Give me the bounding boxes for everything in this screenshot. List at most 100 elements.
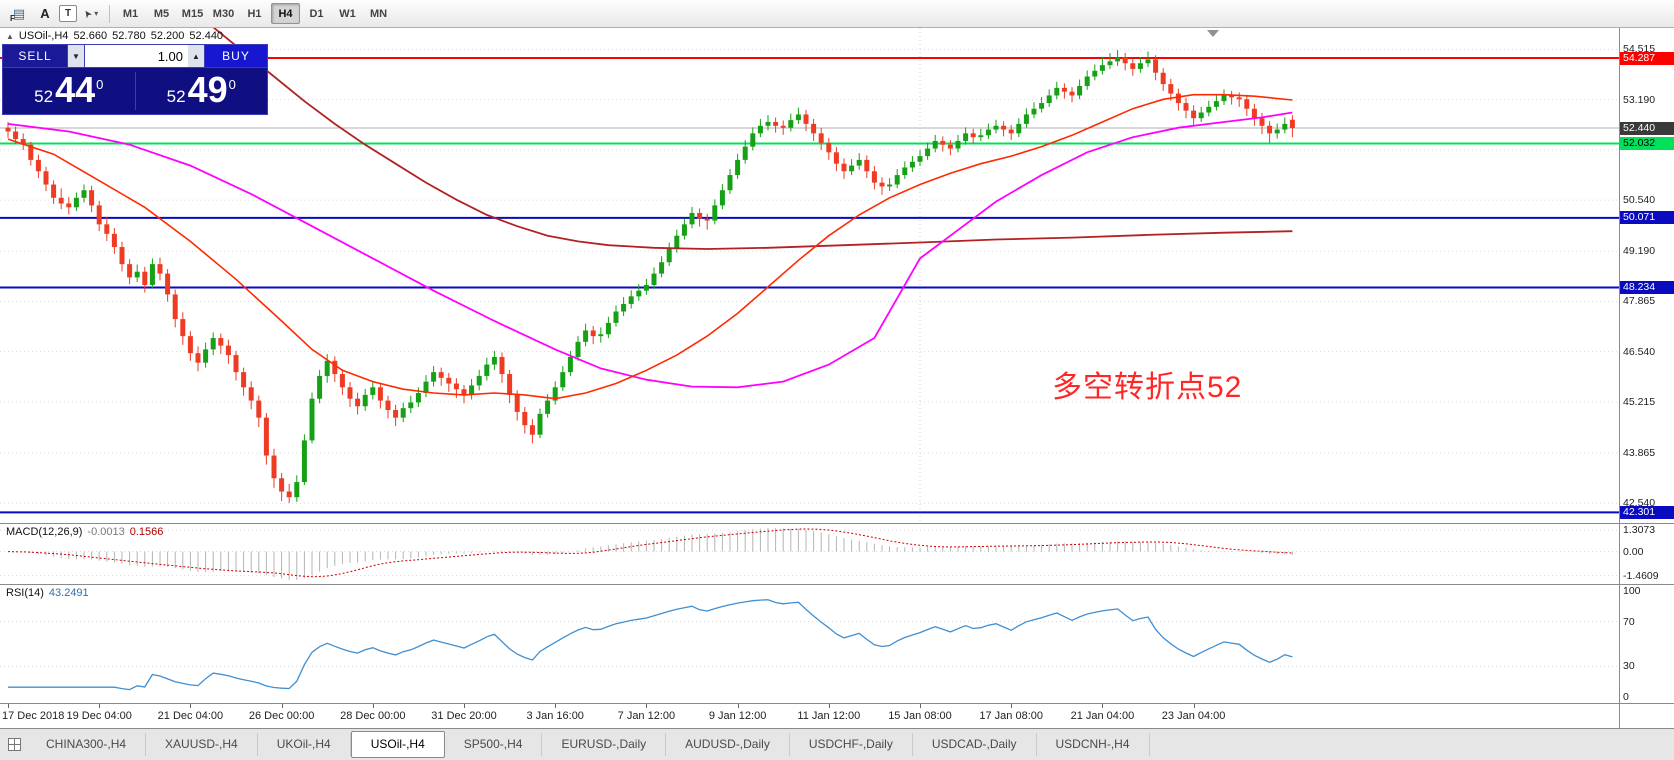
chart-tab-audusd-daily[interactable]: AUDUSD-,Daily (666, 733, 790, 756)
price-scale-label: 43.865 (1623, 447, 1656, 460)
time-tick (1011, 704, 1013, 708)
price-badge-52-032: 52.032 (1620, 137, 1674, 151)
main-chart-panel: ▲ USOil-,H4 52.660 52.780 52.200 52.440 SELL … (0, 28, 1674, 524)
chart-tab-xauusd-h4[interactable]: XAUUSD-,H4 (146, 733, 258, 756)
chart-tab-china300-h4[interactable]: CHINA300-,H4 (27, 733, 147, 756)
grid-icon (7, 738, 21, 751)
buy-price-point: 0 (228, 77, 236, 92)
timeframe-d1-button[interactable]: D1 (309, 7, 324, 20)
time-axis-label: 15 Jan 08:00 (888, 710, 952, 722)
time-tick (737, 704, 739, 708)
time-axis-label: 17 Dec 2018 (2, 710, 65, 722)
timeframe-h4-button[interactable]: H4 (271, 3, 300, 24)
price-scale-label: 45.215 (1623, 395, 1656, 408)
macd-canvas[interactable] (0, 524, 1619, 584)
buy-button[interactable]: BUY (205, 45, 267, 67)
chart-tab-usdchf-daily[interactable]: USDCHF-,Daily (790, 733, 913, 756)
rsi-scale-label: 100 (1623, 585, 1641, 597)
ohlc-high: 52.780 (112, 30, 146, 42)
sell-button[interactable]: SELL (3, 45, 68, 67)
price-scale-label: 46.540 (1623, 345, 1656, 358)
sell-price-point: 0 (96, 77, 104, 92)
chart-text-annotation[interactable]: 多空转折点52 (1052, 371, 1243, 404)
chart-tab-eurusd-daily[interactable]: EURUSD-,Daily (542, 733, 667, 756)
window-list-icon[interactable] (3, 735, 25, 755)
price-badge-52-440: 52.440 (1620, 121, 1674, 135)
timeframe-m1-button[interactable]: M1 (122, 7, 139, 20)
text-label-t-icon[interactable]: T (59, 5, 77, 22)
rsi-plot[interactable]: RSI(14) 43.2491 (0, 585, 1619, 703)
sell-price-pips: 44 (55, 69, 96, 110)
sell-dropdown-button[interactable]: ▼ (68, 45, 85, 67)
one-click-trade-panel: SELL ▼ ▲ BUY 52 44 0 (2, 44, 268, 115)
insert-text-a-icon[interactable]: A (40, 6, 50, 21)
macd-scale-label: 0.00 (1623, 545, 1644, 558)
timeframe-m15-button[interactable]: M15 (181, 7, 204, 20)
toolbar: ▤ F A T ➤ ▾ M1 M5 M15 M30 H1 H4 D1 W1 MN (0, 0, 1674, 28)
timeframe-mn-button[interactable]: MN (369, 7, 388, 20)
chart-ohlc-header: ▲ USOil-,H4 52.660 52.780 52.200 52.440 (6, 30, 228, 42)
grid-f-icon[interactable]: ▤ F (7, 2, 31, 25)
macd-panel: MACD(12,26,9) -0.0013 0.1566 1.3073 0.00 -1.… (0, 524, 1674, 585)
volume-up-button[interactable]: ▲ (188, 45, 205, 67)
time-axis[interactable]: 17 Dec 2018 19 Dec 04:00 21 Dec 04:00 26 De… (0, 704, 1619, 728)
timeframe-h1-button[interactable]: H1 (247, 7, 262, 20)
main-chart-canvas[interactable] (0, 28, 1619, 523)
price-badge-50-071: 50.071 (1620, 211, 1674, 225)
dropdown-caret-icon: ▾ (94, 9, 99, 18)
main-chart-plot[interactable]: ▲ USOil-,H4 52.660 52.780 52.200 52.440 SELL … (0, 28, 1619, 523)
f-label: F (10, 14, 15, 23)
rsi-value: 43.2491 (48, 587, 89, 599)
price-scale[interactable]: 54.515 53.190 50.540 49.190 47.865 46.540 45.2… (1619, 28, 1674, 523)
rsi-scale-label: 70 (1623, 615, 1635, 628)
time-axis-label: 7 Jan 12:00 (617, 710, 676, 722)
macd-scale-label: 1.3073 (1623, 524, 1656, 537)
ohlc-open: 52.660 (73, 30, 108, 42)
time-tick (555, 704, 557, 708)
time-tick (1193, 704, 1195, 708)
cursor-tool-button[interactable]: ➤ ▾ (79, 2, 103, 25)
timeframe-w1-button[interactable]: W1 (339, 7, 356, 20)
rsi-scale[interactable]: 100 70 30 0 (1619, 585, 1674, 703)
rsi-scale-label: 0 (1623, 691, 1629, 703)
time-tick (464, 704, 465, 708)
chart-tab-ukoil-h4[interactable]: UKOil-,H4 (258, 733, 351, 756)
time-axis-label: 19 Dec 04:00 (66, 710, 132, 722)
chart-tab-usdcnh-h4[interactable]: USDCNH-,H4 (1037, 733, 1150, 756)
time-tick (646, 704, 648, 708)
price-scale-label: 53.190 (1623, 93, 1656, 106)
ohlc-close: 52.440 (189, 30, 224, 42)
buy-price-display[interactable]: 52 49 0 (136, 68, 268, 114)
time-tick (281, 704, 283, 708)
rsi-canvas[interactable] (0, 585, 1619, 703)
volume-input[interactable] (85, 45, 188, 67)
price-badge-48-234: 48.234 (1620, 280, 1674, 294)
chart-tab-sp500-h4[interactable]: SP500-,H4 (445, 733, 543, 756)
price-scale-label: 47.865 (1623, 295, 1656, 308)
macd-plot[interactable]: MACD(12,26,9) -0.0013 0.1566 (0, 524, 1619, 584)
time-axis-label: 23 Jan 04:00 (1161, 710, 1226, 722)
price-scale-label: 50.540 (1623, 194, 1656, 207)
time-axis-label: 28 Dec 00:00 (340, 710, 406, 722)
sell-price-whole: 52 (34, 87, 54, 106)
macd-label: MACD(12,26,9) -0.0013 0.1566 (6, 526, 168, 538)
rsi-scale-label: 30 (1623, 660, 1635, 673)
ohlc-low: 52.200 (150, 30, 185, 42)
time-tick (99, 704, 101, 708)
time-tick (1102, 704, 1104, 708)
rsi-panel: RSI(14) 43.2491 100 70 30 0 (0, 585, 1674, 704)
sell-price-display[interactable]: 52 44 0 (3, 68, 135, 114)
timeframe-m5-button[interactable]: M5 (153, 7, 170, 20)
chart-tab-usdcad-daily[interactable]: USDCAD-,Daily (913, 733, 1037, 756)
chart-tab-usoil-h4[interactable]: USOil-,H4 (350, 731, 445, 758)
macd-scale[interactable]: 1.3073 0.00 -1.4609 (1619, 524, 1674, 584)
time-axis-label: 21 Jan 04:00 (1070, 710, 1135, 722)
rsi-label: RSI(14) 43.2491 (6, 587, 94, 599)
macd-value-main: -0.0013 (87, 526, 125, 538)
timeframe-button-group: M1 M5 M15 M30 H1 H4 D1 W1 MN (115, 3, 394, 24)
time-tick (828, 704, 830, 708)
buy-price-whole: 52 (166, 87, 186, 106)
timeframe-m30-button[interactable]: M30 (212, 7, 235, 20)
symbol-collapse-icon[interactable]: ▲ (6, 32, 14, 41)
